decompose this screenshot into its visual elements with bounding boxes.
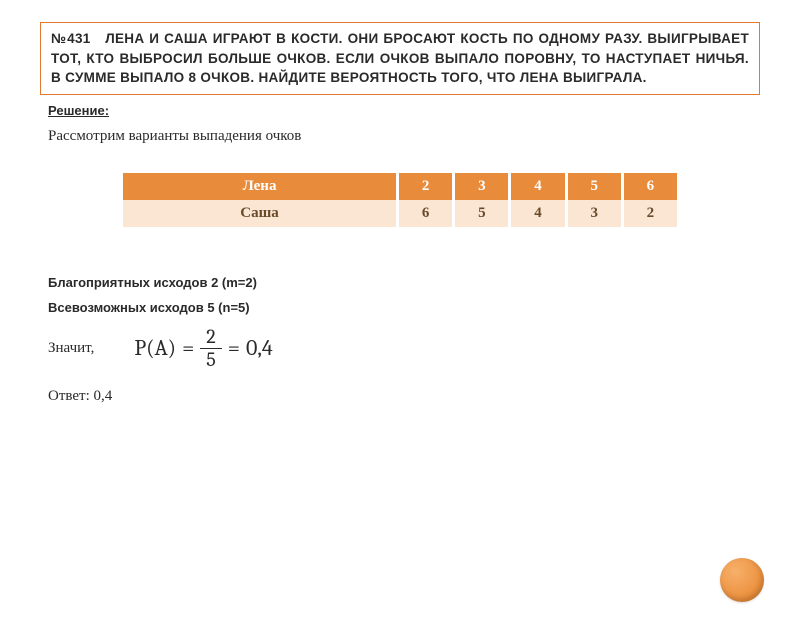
total-outcomes: Всевозможных исходов 5 (n=5) xyxy=(48,300,800,315)
answer-text: Ответ: 0,4 xyxy=(48,388,800,405)
next-slide-button[interactable] xyxy=(720,558,764,602)
table-row-sasha: Саша 6 5 4 3 2 xyxy=(123,200,677,227)
formula-rhs: 0,4 xyxy=(246,335,273,361)
problem-text: №431 ЛЕНА И САША ИГРАЮТ В КОСТИ. ОНИ БРО… xyxy=(51,29,749,88)
problem-box: №431 ЛЕНА И САША ИГРАЮТ В КОСТИ. ОНИ БРО… xyxy=(40,22,760,95)
favorable-outcomes: Благоприятных исходов 2 (m=2) xyxy=(48,275,800,290)
equals-sign: = xyxy=(182,335,194,361)
fraction-denominator: 5 xyxy=(200,349,222,370)
cell: 6 xyxy=(399,200,452,227)
therefore-line: Значит, P(A) = 2 5 = 0,4 xyxy=(48,327,800,370)
cell: 5 xyxy=(568,173,621,200)
outcomes-table: Лена 2 3 4 5 6 Саша 6 5 4 3 2 xyxy=(120,173,680,227)
cell: 4 xyxy=(511,200,564,227)
cell: 3 xyxy=(568,200,621,227)
probability-formula: P(A) = 2 5 = 0,4 xyxy=(134,327,272,370)
intro-text: Рассмотрим варианты выпадения очков xyxy=(48,128,800,145)
cell: 2 xyxy=(624,200,677,227)
cell: 3 xyxy=(455,173,508,200)
table-row-lena: Лена 2 3 4 5 6 xyxy=(123,173,677,200)
cell: 5 xyxy=(455,200,508,227)
fraction: 2 5 xyxy=(200,327,222,370)
therefore-label: Значит, xyxy=(48,340,94,357)
fraction-numerator: 2 xyxy=(200,327,221,349)
solution-label: Решение: xyxy=(48,103,800,118)
cell: 6 xyxy=(624,173,677,200)
row-label-sasha: Саша xyxy=(123,200,396,227)
equals-sign: = xyxy=(228,335,240,361)
row-label-lena: Лена xyxy=(123,173,396,200)
cell: 2 xyxy=(399,173,452,200)
formula-lhs: P(A) xyxy=(134,335,176,361)
cell: 4 xyxy=(511,173,564,200)
